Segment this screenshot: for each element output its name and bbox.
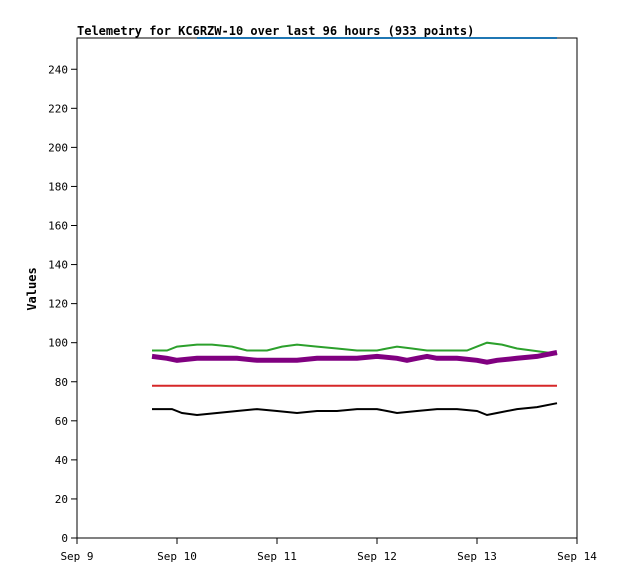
x-tick-label: Sep 10 [157,550,197,563]
y-tick-label: 160 [48,220,68,233]
y-tick-label: 120 [48,298,68,311]
series-line-1 [152,341,558,356]
x-tick-label: Sep 14 [557,550,597,563]
plot-frame [76,37,578,539]
y-tick-label: 200 [48,141,68,154]
chart-title: Telemetry for KC6RZW-10 over last 96 hou… [77,24,474,38]
series-group [151,37,558,417]
y-tick-label: 220 [48,102,68,115]
y-tick-label: 180 [48,180,68,193]
y-tick-label: 40 [55,454,68,467]
y-tick-label: 0 [61,532,68,545]
x-tick-label: Sep 9 [60,550,93,563]
x-tick-label: Sep 11 [257,550,297,563]
y-tick-label: 20 [55,493,68,506]
x-tick-label: Sep 12 [357,550,397,563]
y-axis-label: Values [25,267,39,310]
series-line-2 [151,350,558,365]
x-tick-label: Sep 13 [457,550,497,563]
y-tick-label: 240 [48,63,68,76]
x-axis: Sep 9 Sep 10 Sep 11 Sep 12 Sep 13 Sep 14 [60,538,597,563]
y-axis: 0 20 40 60 80 100 120 140 160 180 200 220 240 [48,63,77,545]
y-tick-label: 100 [48,337,68,350]
series-line-4 [152,402,558,417]
y-tick-label: 140 [48,259,68,272]
y-tick-label: 80 [55,376,68,389]
y-tick-label: 60 [55,415,68,428]
